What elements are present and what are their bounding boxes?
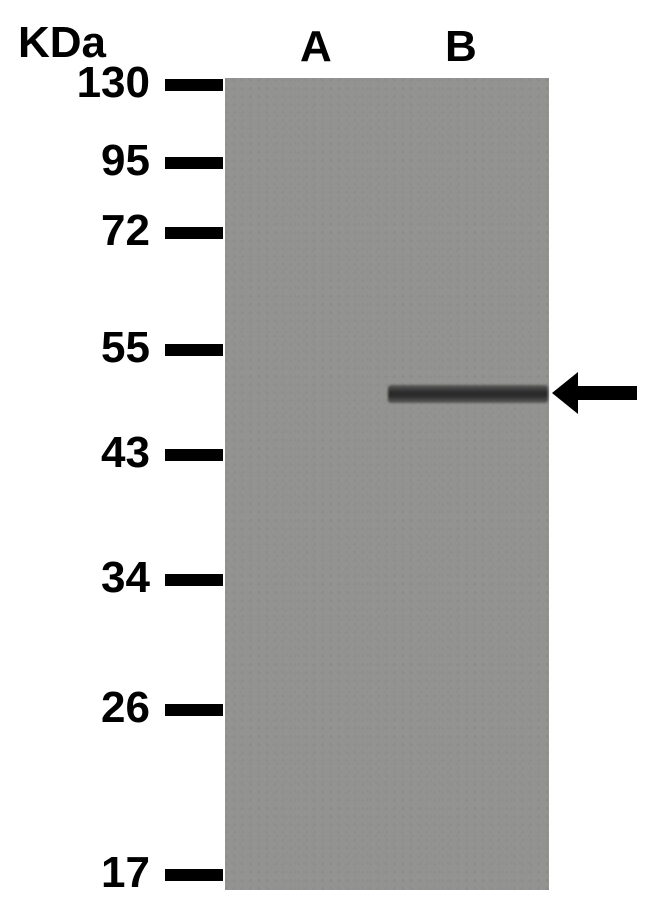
mw-label-17: 17 <box>101 848 150 898</box>
protein-band-lane-b <box>388 385 548 403</box>
lane-label-a: A <box>300 22 332 72</box>
mw-tick-17 <box>165 869 223 881</box>
arrow-head <box>552 372 578 414</box>
mw-label-34: 34 <box>101 553 150 603</box>
mw-label-55: 55 <box>101 323 150 373</box>
mw-label-43: 43 <box>101 428 150 478</box>
mw-tick-43 <box>165 449 223 461</box>
mw-label-72: 72 <box>101 206 150 256</box>
mw-tick-26 <box>165 704 223 716</box>
blot-membrane <box>225 78 549 890</box>
mw-tick-55 <box>165 344 223 356</box>
mw-label-26: 26 <box>101 683 150 733</box>
mw-tick-130 <box>165 79 223 91</box>
mw-tick-95 <box>165 157 223 169</box>
lane-label-b: B <box>445 22 477 72</box>
mw-label-130: 130 <box>77 58 150 108</box>
mw-label-95: 95 <box>101 136 150 186</box>
western-blot-figure: KDa 130 95 72 55 43 34 26 17 A B <box>0 0 650 923</box>
mw-tick-34 <box>165 574 223 586</box>
arrow-shaft <box>575 386 637 400</box>
mw-tick-72 <box>165 227 223 239</box>
